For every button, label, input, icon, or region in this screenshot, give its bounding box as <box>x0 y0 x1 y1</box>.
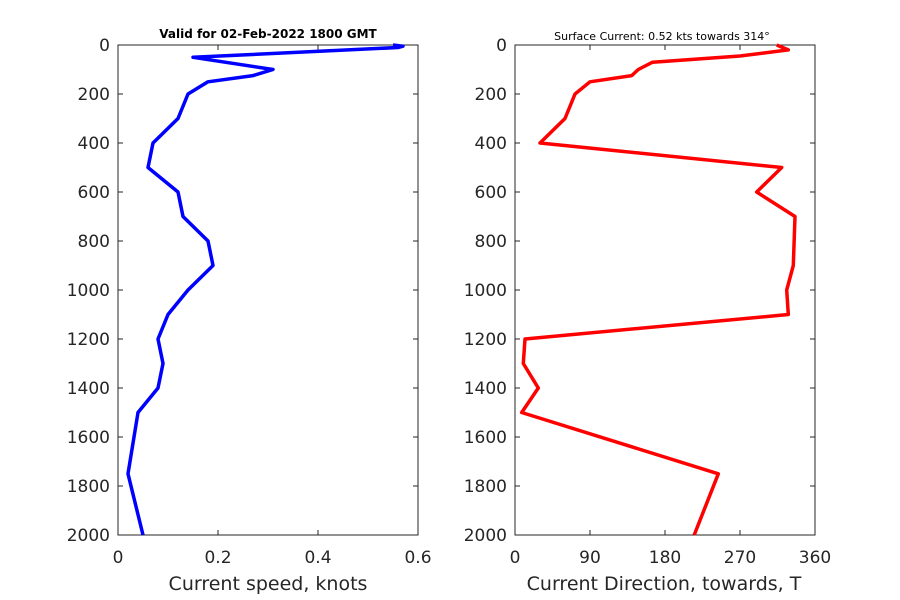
speed-y-tick-label: 400 <box>78 134 110 154</box>
speed-y-tick-label: 200 <box>78 85 110 105</box>
speed-axis-ticks: 0 0.2 0.4 0.6 0 200 400 600 800 1000 1200 1400 1600 1… <box>67 36 432 568</box>
direction-y-tick-label: 1800 <box>464 477 507 497</box>
direction-y-tick-label: 800 <box>475 232 507 252</box>
direction-axis-ticks: 0 90 180 270 360 0 200 400 600 800 1000 1200 1400 160… <box>464 36 831 568</box>
direction-y-tick-label: 0 <box>496 36 507 56</box>
speed-x-tick-label: 0.4 <box>304 548 331 568</box>
speed-profile-line <box>126 43 405 536</box>
speed-y-tick-label: 0 <box>99 36 110 56</box>
direction-x-tick-label: 360 <box>799 548 831 568</box>
speed-x-tick-label: 0.6 <box>404 548 431 568</box>
direction-x-tick-label: 180 <box>649 548 681 568</box>
direction-y-tick-label: 2000 <box>464 526 507 546</box>
direction-y-tick-label: 200 <box>475 85 507 105</box>
speed-y-tick-label: 600 <box>78 183 110 203</box>
direction-y-tick-label: 1200 <box>464 330 507 350</box>
direction-profile-line <box>519 43 797 536</box>
direction-y-tick-label: 400 <box>475 134 507 154</box>
speed-plot-frame <box>117 44 419 536</box>
direction-x-tick-label: 0 <box>510 548 521 568</box>
direction-x-tick-label: 90 <box>579 548 601 568</box>
speed-y-tick-label: 1000 <box>67 281 110 301</box>
direction-y-tick-label: 1000 <box>464 281 507 301</box>
direction-chart-title: Surface Current: 0.52 kts towards 314° <box>554 30 770 43</box>
speed-y-tick-label: 1600 <box>67 428 110 448</box>
speed-y-tick-label: 1200 <box>67 330 110 350</box>
direction-chart: Surface Current: 0.52 kts towards 314° C… <box>464 30 831 595</box>
direction-x-axis-label: Current Direction, towards, T <box>527 573 802 595</box>
speed-x-tick-label: 0.2 <box>204 548 231 568</box>
direction-y-tick-label: 1600 <box>464 428 507 448</box>
speed-y-tick-label: 1800 <box>67 477 110 497</box>
speed-y-tick-label: 1400 <box>67 379 110 399</box>
direction-y-tick-label: 600 <box>475 183 507 203</box>
speed-chart-title: Valid for 02-Feb-2022 1800 GMT <box>159 27 377 41</box>
speed-x-axis-label: Current speed, knots <box>169 573 368 595</box>
speed-y-tick-label: 2000 <box>67 526 110 546</box>
direction-plot-frame <box>514 44 816 536</box>
direction-y-tick-label: 1400 <box>464 379 507 399</box>
direction-x-tick-label: 270 <box>724 548 756 568</box>
speed-chart: Valid for 02-Feb-2022 1800 GMT Current s… <box>67 27 432 595</box>
speed-y-tick-label: 800 <box>78 232 110 252</box>
speed-x-tick-label: 0 <box>113 548 124 568</box>
